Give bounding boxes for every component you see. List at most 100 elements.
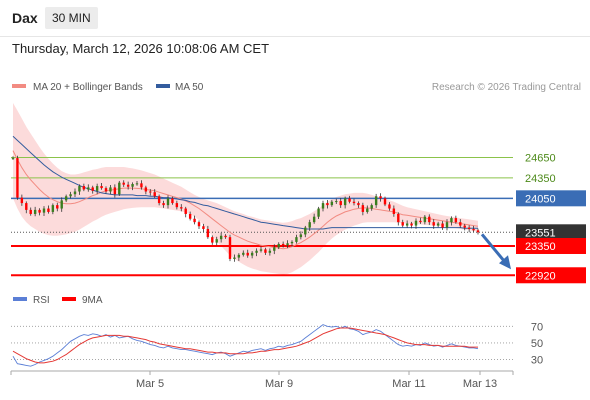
candle-body — [259, 249, 263, 251]
candle-body — [95, 186, 99, 191]
candle-body — [233, 257, 236, 259]
candle-body — [463, 225, 466, 228]
candle-body — [397, 213, 400, 223]
candle-body — [16, 158, 19, 198]
candle-body — [131, 184, 134, 187]
level-tag-23551 — [516, 224, 586, 241]
candle-body — [277, 243, 280, 248]
candle-body — [423, 216, 427, 223]
candle-body — [193, 218, 196, 223]
x-tick-label: Mar 5 — [136, 378, 164, 390]
candle-body — [38, 209, 41, 213]
moving-averages — [12, 135, 479, 250]
candle-body — [47, 208, 50, 212]
level-label-24050: 24050 — [525, 193, 556, 205]
candle-body — [144, 187, 148, 192]
candle-body — [29, 209, 32, 214]
candle-body — [281, 243, 285, 246]
candle-body — [450, 218, 453, 223]
candle-body — [87, 187, 90, 190]
rsi-legend-swatch — [13, 297, 27, 301]
candle-body — [428, 216, 431, 223]
candle-body — [467, 227, 471, 229]
candle-body — [436, 223, 440, 226]
candle-body — [290, 241, 294, 244]
candle-body — [361, 205, 365, 212]
candle-body — [419, 220, 422, 223]
candle-body — [219, 235, 223, 240]
candle-body — [392, 208, 396, 214]
ma50-legend-swatch — [156, 84, 170, 88]
ma20-legend-label: MA 20 + Bollinger Bands — [33, 82, 143, 93]
candle-body — [255, 250, 258, 253]
candle-body — [100, 186, 103, 189]
candle-body — [321, 203, 325, 209]
timeframe-button[interactable]: 30 MIN — [45, 7, 98, 29]
candle-body — [122, 182, 125, 185]
rsi-tick-50: 50 — [531, 338, 543, 350]
candle-body — [206, 228, 210, 238]
candle-body — [432, 222, 435, 226]
candle-body — [459, 222, 462, 226]
candle-body — [352, 201, 356, 204]
candle-body — [268, 250, 272, 253]
rsi-tick-70: 70 — [531, 321, 543, 333]
rsi-line — [12, 324, 479, 367]
level-label-24350: 24350 — [525, 173, 556, 185]
ma9-legend-swatch — [62, 297, 76, 301]
candle-body — [237, 254, 241, 258]
level-tag-22920 — [516, 267, 586, 284]
candle-body — [60, 200, 63, 209]
candle-body — [405, 223, 409, 226]
candle-body — [91, 187, 94, 191]
x-tick-label: Mar 11 — [392, 378, 425, 390]
candle-body — [153, 192, 156, 197]
candle-body — [246, 252, 249, 256]
candle-body — [299, 234, 303, 238]
candle-body — [339, 201, 342, 206]
candle-body — [180, 207, 183, 209]
candle-body — [11, 158, 15, 160]
candle-body — [454, 218, 458, 223]
candle-body — [211, 237, 214, 243]
candle-body — [162, 203, 165, 206]
candle-body — [82, 186, 86, 190]
candle-body — [388, 204, 391, 209]
candle-body — [379, 196, 382, 199]
level-tag-24050 — [516, 190, 586, 207]
candle-body — [410, 223, 413, 226]
candle-body — [175, 203, 179, 208]
candle-body — [25, 203, 28, 210]
candle-body — [140, 183, 143, 188]
candle-body — [343, 198, 347, 206]
candle-body — [228, 237, 232, 259]
candle-body — [69, 194, 72, 197]
candle-body — [383, 198, 387, 205]
candle-body — [126, 184, 130, 187]
candle-body — [113, 187, 117, 195]
candle-body — [374, 196, 378, 206]
candle-body — [42, 208, 46, 213]
candle-body — [348, 198, 351, 202]
x-tick-label: Mar 13 — [463, 378, 497, 390]
candle-body — [20, 197, 24, 204]
projection-arrow-shaft — [480, 233, 508, 265]
ma50-legend-label: MA 50 — [175, 82, 204, 93]
ma20-line — [12, 150, 479, 250]
candle-body — [366, 208, 369, 212]
top-bar: Dax 30 MIN — [0, 0, 590, 36]
projection-arrow-head — [499, 255, 511, 270]
candle-body — [414, 220, 418, 226]
candle-body — [78, 186, 81, 192]
candle-body — [401, 222, 404, 226]
timestamp: Thursday, March 12, 2026 10:08:06 AM CET — [12, 41, 270, 56]
candle-body — [202, 226, 205, 229]
candle-body — [242, 252, 245, 255]
candle-body — [51, 205, 55, 212]
candle-body — [264, 249, 267, 253]
candle-body — [312, 216, 316, 223]
candle-body — [166, 198, 170, 206]
candle-body — [56, 205, 59, 209]
ma9-legend-label: 9MA — [82, 295, 103, 306]
level-tags: 24650 24350 24050 23551 23350 22920 — [516, 152, 586, 284]
